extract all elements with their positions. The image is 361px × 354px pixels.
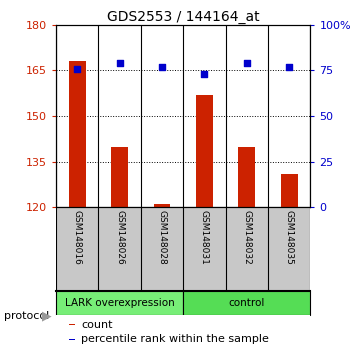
Point — [74, 66, 80, 72]
Text: GSM148032: GSM148032 — [242, 210, 251, 265]
Bar — [183, 291, 310, 315]
Text: control: control — [229, 298, 265, 308]
Point — [159, 64, 165, 70]
Text: GSM148028: GSM148028 — [157, 210, 166, 265]
Bar — [238, 147, 255, 207]
Title: GDS2553 / 144164_at: GDS2553 / 144164_at — [107, 10, 260, 24]
Text: GSM148016: GSM148016 — [73, 210, 82, 265]
Bar — [196, 95, 213, 207]
Bar — [281, 174, 298, 207]
Text: percentile rank within the sample: percentile rank within the sample — [81, 335, 269, 344]
Text: GSM148031: GSM148031 — [200, 210, 209, 265]
Bar — [111, 147, 128, 207]
Text: GSM148026: GSM148026 — [115, 210, 124, 265]
Bar — [69, 339, 75, 340]
Text: count: count — [81, 320, 113, 330]
Bar — [69, 324, 75, 325]
Text: protocol: protocol — [4, 311, 49, 321]
Text: ▶: ▶ — [42, 309, 51, 322]
Text: LARK overexpression: LARK overexpression — [65, 298, 174, 308]
Point — [117, 60, 122, 66]
Point — [201, 71, 207, 77]
Bar — [56, 291, 183, 315]
Bar — [69, 61, 86, 207]
Text: GSM148035: GSM148035 — [285, 210, 294, 265]
Bar — [153, 205, 170, 207]
Point — [244, 60, 250, 66]
Point — [286, 64, 292, 70]
